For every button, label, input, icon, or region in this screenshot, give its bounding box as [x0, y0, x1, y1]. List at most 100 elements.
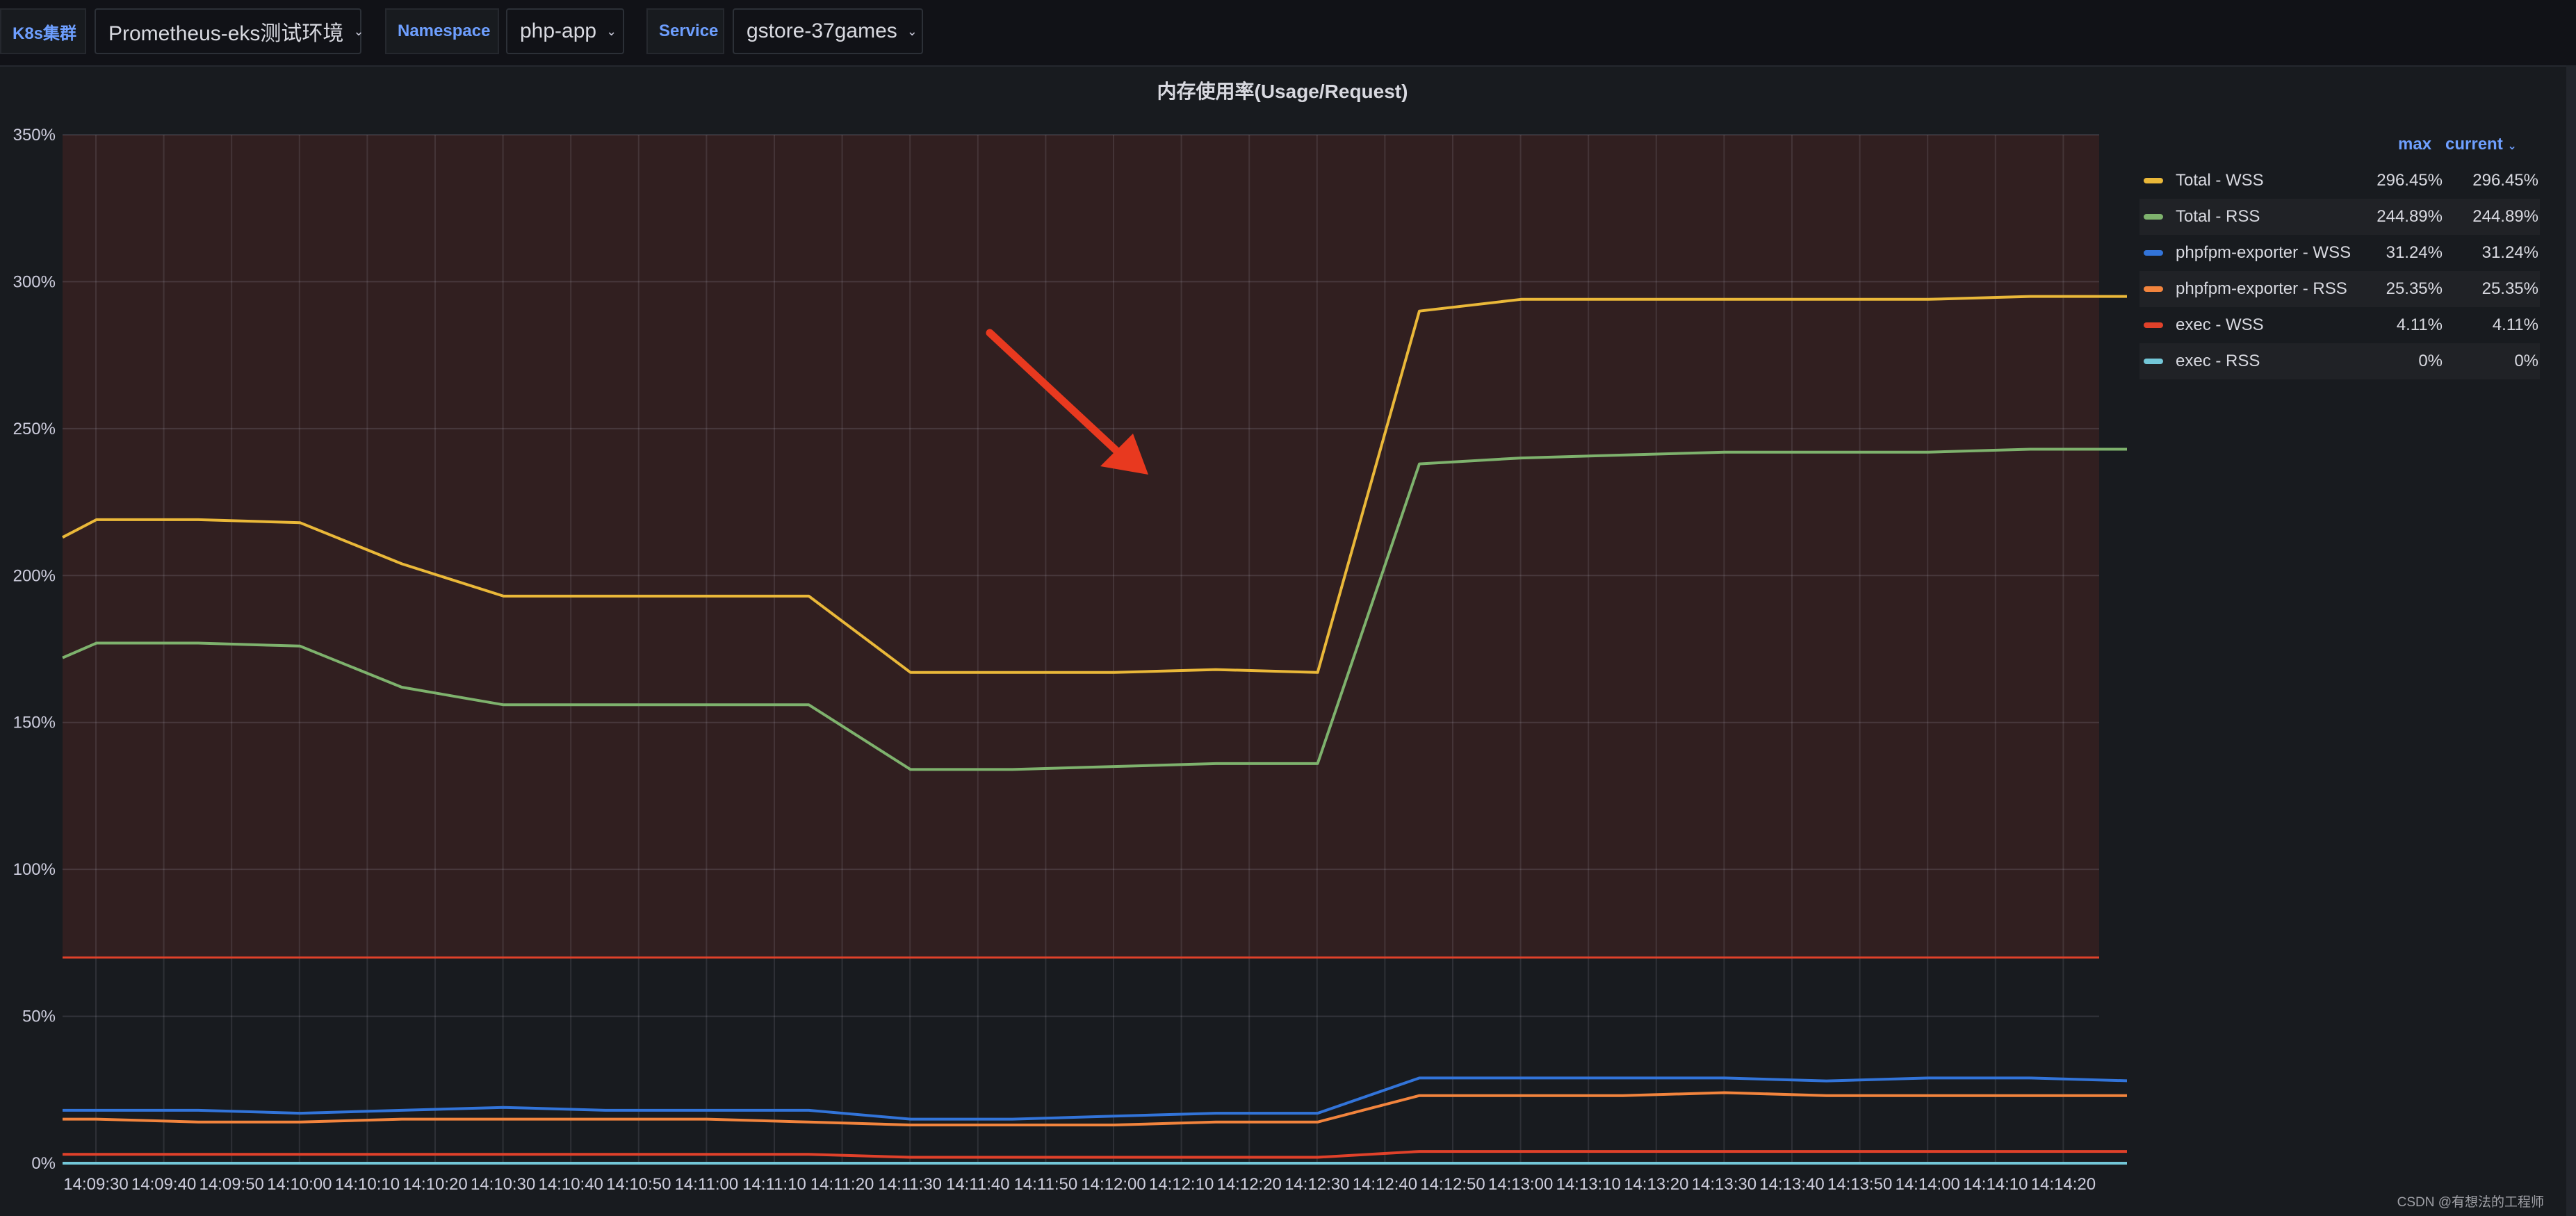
y-tick-label: 100%	[13, 860, 56, 879]
legend-current-value: 31.24%	[2481, 243, 2538, 262]
series-line	[63, 1076, 2127, 1121]
chevron-down-icon: ⌄	[353, 24, 364, 38]
legend-current-value: 0%	[2514, 352, 2538, 370]
annotation-arrow-shaft	[986, 329, 1125, 459]
threshold-region	[63, 135, 2099, 958]
y-tick-label: 250%	[13, 420, 56, 438]
cluster-select[interactable]: Prometheus-eks测试环境 ⌄	[95, 8, 364, 54]
y-tick-label: 50%	[22, 1008, 56, 1026]
chart-legend: max current ⌄ Total - WSS 296.45% 296.45% T…	[2139, 131, 2540, 379]
x-tick-label: 14:12:00	[1081, 1175, 1146, 1194]
x-tick-label: 14:11:30	[878, 1175, 942, 1194]
legend-item[interactable]: phpfpm-exporter - RSS 25.35% 25.35%	[2139, 271, 2540, 307]
x-tick-label: 14:09:40	[131, 1175, 196, 1194]
y-tick-label: 300%	[13, 272, 56, 291]
x-tick-label: 14:11:40	[946, 1175, 1010, 1194]
series-color-swatch	[2144, 250, 2163, 256]
x-tick-label: 14:13:00	[1488, 1175, 1553, 1194]
x-tick-label: 14:09:30	[63, 1175, 128, 1194]
legend-series-name: phpfpm-exporter - WSS	[2176, 243, 2351, 262]
x-tick-label: 14:11:20	[810, 1175, 874, 1194]
variable-label-cluster: K8s集群	[0, 8, 86, 54]
series-line	[63, 1091, 2127, 1126]
x-tick-label: 14:14:20	[2031, 1175, 2096, 1194]
panel-scrollbar[interactable]	[2566, 65, 2576, 1216]
series-color-swatch	[2144, 286, 2163, 292]
dashboard-variable-bar: K8s集群 Prometheus-eks测试环境 ⌄ Namespace php…	[0, 0, 2576, 65]
x-tick-label: 14:14:00	[1895, 1175, 1959, 1194]
legend-current-value: 4.11%	[2492, 315, 2538, 334]
legend-series-name: Total - WSS	[2176, 171, 2264, 190]
legend-max-value: 244.89%	[2377, 207, 2443, 226]
service-select-value: gstore-37games	[747, 19, 897, 42]
variable-label-text: K8s集群	[13, 24, 77, 43]
y-tick-label: 150%	[13, 714, 56, 732]
x-tick-label: 14:10:40	[538, 1175, 603, 1194]
x-tick-label: 14:12:50	[1420, 1175, 1485, 1194]
legend-max-value: 4.11%	[2396, 315, 2443, 334]
x-tick-label: 14:12:30	[1285, 1175, 1349, 1194]
y-tick-label: 200%	[13, 566, 56, 585]
series-line	[62, 295, 2127, 674]
memory-usage-chart[interactable]: 0%50%100%150%200%250%300%350%14:09:30 14:…	[0, 65, 2127, 1216]
x-tick-label: 14:10:00	[267, 1175, 332, 1194]
legend-max-value: 296.45%	[2377, 171, 2443, 190]
x-tick-label: 14:11:50	[1014, 1175, 1078, 1194]
series-color-swatch	[2144, 214, 2163, 220]
series-line	[62, 447, 2127, 771]
variable-label-service: Service	[646, 8, 724, 54]
chevron-down-icon: ⌄	[906, 24, 918, 38]
memory-usage-panel: 内存使用率(Usage/Request)	[0, 65, 2576, 1216]
cluster-select-value: Prometheus-eks测试环境	[108, 22, 344, 45]
legend-series-name: phpfpm-exporter - RSS	[2176, 279, 2347, 298]
legend-current-value: 25.35%	[2481, 279, 2538, 298]
chevron-down-icon: ⌄	[2507, 140, 2517, 152]
x-tick-label: 14:11:10	[742, 1175, 806, 1194]
y-tick-label: 0%	[31, 1154, 56, 1173]
x-tick-label: 14:11:00	[675, 1175, 739, 1194]
x-tick-label: 14:10:10	[335, 1175, 400, 1194]
legend-series-name: exec - WSS	[2176, 315, 2264, 334]
legend-col-current[interactable]: current ⌄	[2445, 135, 2517, 154]
x-tick-label: 14:12:20	[1216, 1175, 1281, 1194]
x-tick-label: 14:10:30	[471, 1175, 535, 1194]
variable-label-text: Namespace	[398, 22, 491, 40]
series-color-swatch	[2144, 178, 2163, 183]
legend-current-value: 244.89%	[2472, 207, 2538, 226]
legend-max-value: 0%	[2418, 352, 2443, 370]
legend-col-max[interactable]: max	[2398, 135, 2432, 154]
legend-max-value: 31.24%	[2386, 243, 2443, 262]
x-tick-label: 14:13:40	[1759, 1175, 1824, 1194]
legend-item[interactable]: Total - WSS 296.45% 296.45%	[2139, 163, 2540, 199]
variable-label-text: Service	[659, 22, 719, 40]
variable-label-namespace: Namespace	[385, 8, 499, 54]
series-color-swatch	[2144, 359, 2163, 364]
watermark: CSDN @有想法的工程师	[2397, 1195, 2544, 1210]
x-tick-label: 14:13:10	[1556, 1175, 1620, 1194]
legend-col-current-label: current	[2445, 135, 2503, 154]
legend-series-name: Total - RSS	[2176, 207, 2260, 226]
namespace-select[interactable]: php-app ⌄	[506, 8, 624, 54]
x-tick-label: 14:13:20	[1624, 1175, 1688, 1194]
legend-item[interactable]: exec - RSS 0% 0%	[2139, 343, 2540, 379]
legend-header: max current ⌄	[2139, 131, 2540, 163]
x-tick-label: 14:14:10	[1963, 1175, 2028, 1194]
series-line	[63, 1150, 2127, 1159]
series-color-swatch	[2144, 322, 2163, 328]
y-tick-label: 350%	[13, 126, 56, 145]
x-tick-label: 14:09:50	[199, 1175, 263, 1194]
x-tick-label: 14:13:50	[1827, 1175, 1892, 1194]
namespace-select-value: php-app	[520, 19, 597, 42]
service-select[interactable]: gstore-37games ⌄	[733, 8, 923, 54]
legend-item[interactable]: phpfpm-exporter - WSS 31.24% 31.24%	[2139, 235, 2540, 271]
panel-title[interactable]: 内存使用率(Usage/Request)	[1157, 81, 1408, 102]
x-tick-label: 14:10:50	[606, 1175, 671, 1194]
legend-item[interactable]: exec - WSS 4.11% 4.11%	[2139, 307, 2540, 343]
legend-series-name: exec - RSS	[2176, 352, 2260, 370]
legend-item[interactable]: Total - RSS 244.89% 244.89%	[2139, 199, 2540, 235]
legend-current-value: 296.45%	[2472, 171, 2538, 190]
legend-max-value: 25.35%	[2386, 279, 2443, 298]
x-tick-label: 14:12:40	[1353, 1175, 1417, 1194]
annotation-arrow-head	[1100, 434, 1148, 475]
x-tick-label: 14:10:20	[402, 1175, 467, 1194]
